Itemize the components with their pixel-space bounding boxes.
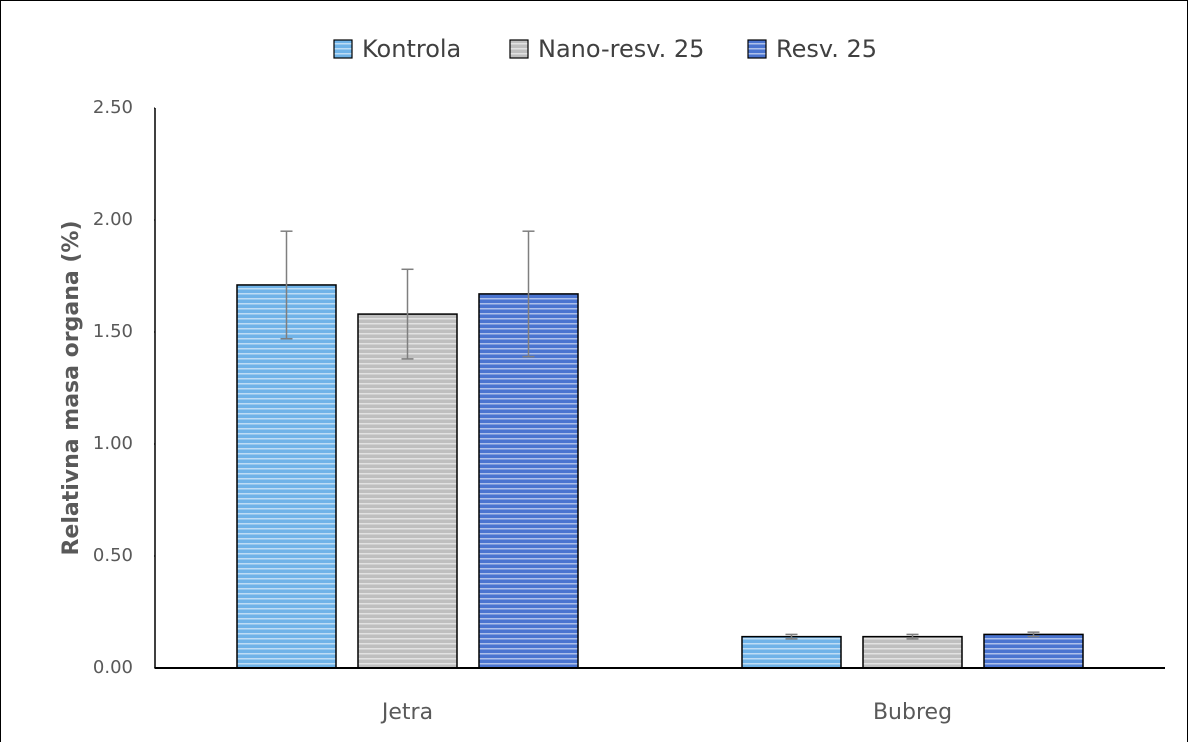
legend-swatch (747, 39, 767, 59)
y-tick-label: 0.50 (93, 545, 133, 566)
y-tick-label: 1.50 (93, 321, 133, 342)
bar (862, 635, 963, 669)
legend-swatch (333, 39, 353, 59)
legend-label: Resv. 25 (776, 35, 877, 63)
legend-label: Nano-resv. 25 (538, 35, 704, 63)
legend-swatch (509, 39, 529, 59)
y-tick-label: 0.00 (93, 657, 133, 678)
x-tick-label: Bubreg (873, 700, 952, 725)
y-tick-label: 1.00 (93, 433, 133, 454)
y-axis-label: Relativna masa organa (%) (59, 220, 84, 555)
y-tick-label: 2.50 (93, 97, 133, 118)
legend-label: Kontrola (362, 35, 461, 63)
x-tick-label: Jetra (380, 700, 433, 725)
bar (741, 635, 842, 669)
bar (236, 284, 337, 669)
y-tick-label: 2.00 (93, 209, 133, 230)
bar (983, 633, 1084, 669)
bar (357, 313, 458, 669)
